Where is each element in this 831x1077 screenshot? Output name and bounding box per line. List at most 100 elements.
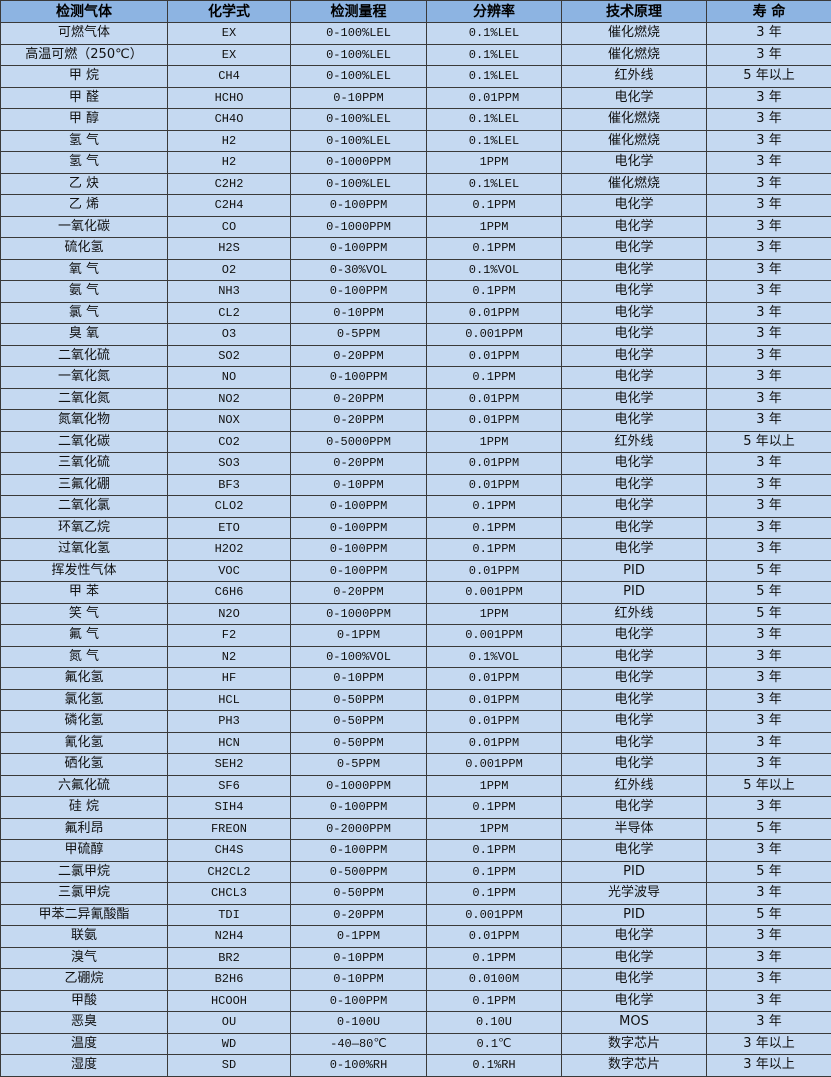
range-cell: 0-10PPM <box>291 474 427 496</box>
principle-cell: 电化学 <box>562 345 707 367</box>
lifespan-cell: 3 年 <box>707 668 831 690</box>
resolution-cell: 0.01PPM <box>427 711 562 733</box>
resolution-cell: 0.1%LEL <box>427 173 562 195</box>
gas-name-cell: 氢 气 <box>1 152 168 174</box>
resolution-cell: 0.1PPM <box>427 797 562 819</box>
resolution-cell: 0.01PPM <box>427 560 562 582</box>
formula-cell: SO3 <box>168 453 291 475</box>
header-range: 检测量程 <box>291 1 427 23</box>
range-cell: 0-100PPM <box>291 238 427 260</box>
gas-name-cell: 三氯甲烷 <box>1 883 168 905</box>
principle-cell: 电化学 <box>562 259 707 281</box>
resolution-cell: 0.1PPM <box>427 539 562 561</box>
gas-name-cell: 氯 气 <box>1 302 168 324</box>
resolution-cell: 0.01PPM <box>427 668 562 690</box>
lifespan-cell: 5 年 <box>707 904 831 926</box>
gas-name-cell: 氨 气 <box>1 281 168 303</box>
resolution-cell: 0.1PPM <box>427 281 562 303</box>
lifespan-cell: 3 年 <box>707 152 831 174</box>
formula-cell: CH4O <box>168 109 291 131</box>
resolution-cell: 0.001PPM <box>427 754 562 776</box>
formula-cell: SO2 <box>168 345 291 367</box>
formula-cell: H2 <box>168 152 291 174</box>
gas-name-cell: 三氟化硼 <box>1 474 168 496</box>
gas-name-cell: 乙 炔 <box>1 173 168 195</box>
header-formula: 化学式 <box>168 1 291 23</box>
principle-cell: 电化学 <box>562 302 707 324</box>
formula-cell: ETO <box>168 517 291 539</box>
range-cell: 0-100%LEL <box>291 66 427 88</box>
gas-name-cell: 氮氧化物 <box>1 410 168 432</box>
gas-name-cell: 六氟化硫 <box>1 775 168 797</box>
principle-cell: 电化学 <box>562 238 707 260</box>
range-cell: 0-50PPM <box>291 689 427 711</box>
resolution-cell: 0.1%RH <box>427 1055 562 1077</box>
lifespan-cell: 5 年 <box>707 861 831 883</box>
range-cell: 0-100U <box>291 1012 427 1034</box>
resolution-cell: 0.01PPM <box>427 302 562 324</box>
formula-cell: C2H2 <box>168 173 291 195</box>
resolution-cell: 1PPM <box>427 431 562 453</box>
principle-cell: 催化燃烧 <box>562 173 707 195</box>
lifespan-cell: 3 年 <box>707 195 831 217</box>
resolution-cell: 0.1PPM <box>427 496 562 518</box>
resolution-cell: 0.1%LEL <box>427 130 562 152</box>
range-cell: 0-10PPM <box>291 302 427 324</box>
range-cell: 0-20PPM <box>291 345 427 367</box>
formula-cell: CH4S <box>168 840 291 862</box>
range-cell: 0-100PPM <box>291 281 427 303</box>
lifespan-cell: 3 年 <box>707 130 831 152</box>
formula-cell: EX <box>168 44 291 66</box>
lifespan-cell: 3 年 <box>707 797 831 819</box>
resolution-cell: 0.1℃ <box>427 1033 562 1055</box>
formula-cell: C2H4 <box>168 195 291 217</box>
formula-cell: H2O2 <box>168 539 291 561</box>
principle-cell: PID <box>562 560 707 582</box>
lifespan-cell: 3 年 <box>707 926 831 948</box>
gas-name-cell: 一氧化氮 <box>1 367 168 389</box>
gas-name-cell: 温度 <box>1 1033 168 1055</box>
gas-name-cell: 氮 气 <box>1 646 168 668</box>
gas-name-cell: 氟化氢 <box>1 668 168 690</box>
gas-name-cell: 挥发性气体 <box>1 560 168 582</box>
resolution-cell: 0.01PPM <box>427 410 562 432</box>
header-resolution: 分辨率 <box>427 1 562 23</box>
lifespan-cell: 3 年 <box>707 388 831 410</box>
formula-cell: SF6 <box>168 775 291 797</box>
principle-cell: 电化学 <box>562 711 707 733</box>
lifespan-cell: 3 年以上 <box>707 1033 831 1055</box>
lifespan-cell: 3 年 <box>707 44 831 66</box>
lifespan-cell: 3 年 <box>707 23 831 45</box>
gas-name-cell: 氰化氢 <box>1 732 168 754</box>
gas-name-cell: 联氨 <box>1 926 168 948</box>
range-cell: 0-1000PPM <box>291 603 427 625</box>
principle-cell: 电化学 <box>562 539 707 561</box>
lifespan-cell: 3 年 <box>707 711 831 733</box>
resolution-cell: 0.01PPM <box>427 345 562 367</box>
formula-cell: NO2 <box>168 388 291 410</box>
range-cell: 0-1PPM <box>291 625 427 647</box>
gas-name-cell: 二氧化氯 <box>1 496 168 518</box>
principle-cell: 电化学 <box>562 969 707 991</box>
formula-cell: NOX <box>168 410 291 432</box>
range-cell: 0-100PPM <box>291 840 427 862</box>
formula-cell: O2 <box>168 259 291 281</box>
principle-cell: 电化学 <box>562 797 707 819</box>
gas-name-cell: 甲酸 <box>1 990 168 1012</box>
lifespan-cell: 5 年以上 <box>707 431 831 453</box>
formula-cell: NH3 <box>168 281 291 303</box>
range-cell: -40—80℃ <box>291 1033 427 1055</box>
